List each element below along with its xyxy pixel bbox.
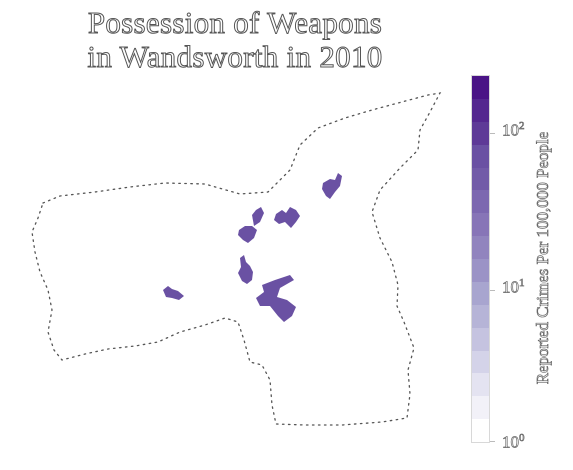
map-title-line-1: Possession of Weapons (87, 5, 383, 40)
colorbar-segment (472, 259, 489, 282)
region-south-central (256, 275, 296, 322)
colorbar-segment (472, 144, 489, 168)
map-title-line-2: in Wandsworth in 2010 (87, 39, 383, 74)
colorbar-segment (472, 350, 489, 374)
colorbar-segment (472, 76, 489, 99)
colorbar-tick-mark-top (490, 133, 495, 134)
colorbar-tick-mark-bottom (490, 441, 495, 442)
region-central-north-c (274, 207, 300, 228)
colorbar-segment (472, 396, 489, 420)
colorbar-tick-label-100: 102 (502, 120, 525, 140)
colorbar-segment (472, 419, 489, 442)
colorbar-segment (472, 236, 489, 259)
colorbar-segment (472, 327, 489, 351)
colorbar-segment (472, 190, 489, 214)
colorbar (471, 75, 490, 443)
map-title: Possession of Weapons in Wandsworth in 2… (0, 5, 470, 74)
colorbar-segment (472, 167, 489, 191)
colorbar-segment (472, 121, 489, 145)
region-northeast (322, 173, 342, 199)
colorbar-segment (472, 304, 489, 328)
region-central-north-a (252, 207, 264, 226)
region-central-north-b (238, 226, 257, 243)
wandsworth-map (31, 92, 442, 426)
colorbar-segment (472, 281, 489, 305)
region-west (163, 286, 184, 300)
colorbar-tick-label-1: 100 (502, 432, 525, 452)
colorbar-tick-mark-middle (490, 290, 495, 291)
colorbar-segment (472, 373, 489, 397)
borough-boundary (31, 92, 442, 426)
colorbar-segment (472, 98, 489, 122)
high-crime-regions (163, 173, 342, 322)
colorbar-tick-label-10: 101 (502, 277, 525, 297)
region-central (238, 255, 253, 284)
colorbar-axis-label: Reported Crimes Per 100,000 People (533, 131, 553, 385)
colorbar-segment (472, 213, 489, 237)
